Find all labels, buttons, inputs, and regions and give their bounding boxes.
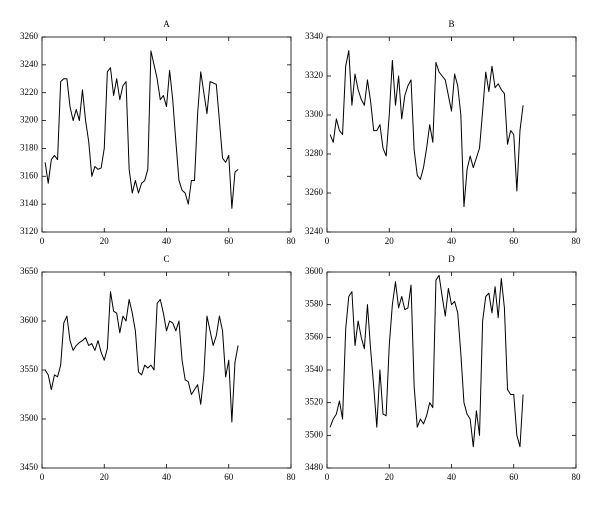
plot-frame <box>326 271 577 469</box>
y-tick-label: 3540 <box>305 364 324 374</box>
y-tick-label: 3200 <box>20 115 39 125</box>
y-tick-label: 3180 <box>20 142 39 152</box>
y-tick-label: 3500 <box>305 429 324 439</box>
x-tick-label: 80 <box>572 236 582 246</box>
x-tick-label: 60 <box>224 472 234 482</box>
y-tick-label: 3300 <box>305 109 324 119</box>
x-tick-label: 80 <box>287 236 297 246</box>
y-tick-label: 3120 <box>20 226 39 236</box>
y-tick-label: 3600 <box>305 266 324 276</box>
y-tick-label: 3160 <box>20 170 39 180</box>
subplot-title: D <box>448 254 455 264</box>
y-tick-label: 3240 <box>305 226 324 236</box>
y-tick-label: 3450 <box>20 462 39 472</box>
x-tick-label: 0 <box>325 472 330 482</box>
subplot: C 3450 3500 3550 3600 3650 0 20 40 60 80 <box>20 254 296 482</box>
x-tick-label: 60 <box>509 472 519 482</box>
plot-frame <box>326 36 577 233</box>
subplot: A 3120 3140 3160 3180 3200 3220 3240 3260 0 20 40 60… <box>20 19 296 246</box>
x-tick-label: 0 <box>40 472 45 482</box>
x-tick-label: 40 <box>447 236 457 246</box>
y-tick-label: 3260 <box>20 31 39 41</box>
data-line <box>329 274 524 448</box>
y-tick-label: 3220 <box>20 87 39 97</box>
y-tick-label: 3320 <box>305 70 324 80</box>
y-tick-label: 3140 <box>20 198 39 208</box>
x-tick-label: 40 <box>162 236 172 246</box>
x-tick-label: 20 <box>100 236 110 246</box>
x-tick-label: 0 <box>325 236 330 246</box>
x-tick-label: 0 <box>40 236 45 246</box>
data-line <box>44 50 239 209</box>
plot-frame <box>41 271 292 469</box>
y-tick-label: 3480 <box>305 462 324 472</box>
y-tick-label: 3240 <box>20 59 39 69</box>
x-tick-label: 20 <box>100 472 110 482</box>
x-tick-label: 80 <box>572 472 582 482</box>
x-tick-label: 60 <box>224 236 234 246</box>
x-tick-label: 80 <box>287 472 297 482</box>
y-tick-label: 3520 <box>305 397 324 407</box>
plot-frame <box>41 36 292 233</box>
data-line <box>44 291 239 423</box>
y-tick-label: 3550 <box>20 364 39 374</box>
subplot: B 3240 3260 3280 3300 3320 3340 0 20 40 60 80 <box>305 19 581 246</box>
subplot-title: C <box>163 254 169 264</box>
x-tick-label: 40 <box>162 472 172 482</box>
y-tick-label: 3260 <box>305 187 324 197</box>
y-tick-label: 3500 <box>20 413 39 423</box>
y-tick-label: 3600 <box>20 315 39 325</box>
subplot: D 3480 3500 3520 3540 3560 3580 3600 0 20 40 60 80 <box>305 254 581 482</box>
x-tick-label: 60 <box>509 236 519 246</box>
x-tick-label: 20 <box>385 472 395 482</box>
subplot-title: B <box>448 19 454 29</box>
y-tick-label: 3280 <box>305 148 324 158</box>
x-tick-label: 40 <box>447 472 457 482</box>
y-tick-label: 3650 <box>20 266 39 276</box>
y-tick-label: 3560 <box>305 331 324 341</box>
data-line <box>329 50 524 208</box>
y-tick-label: 3340 <box>305 31 324 41</box>
y-tick-label: 3580 <box>305 299 324 309</box>
subplot-title: A <box>163 19 170 29</box>
x-tick-label: 20 <box>385 236 395 246</box>
